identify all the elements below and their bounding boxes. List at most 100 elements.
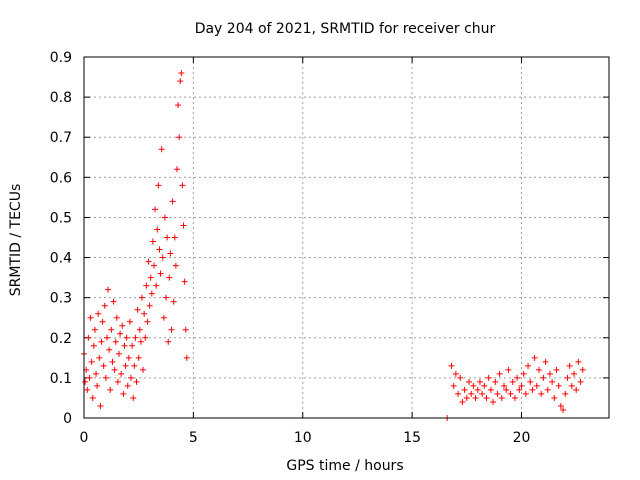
data-point	[142, 334, 149, 341]
data-point	[566, 362, 573, 369]
data-point	[509, 378, 516, 385]
data-point	[476, 378, 483, 385]
data-point	[542, 358, 549, 365]
data-point	[109, 358, 116, 365]
data-point	[536, 366, 542, 373]
data-point	[123, 334, 130, 341]
data-point	[113, 314, 120, 321]
data-point	[120, 390, 127, 397]
data-point	[137, 338, 144, 345]
data-point	[149, 238, 156, 245]
data-point	[118, 370, 125, 377]
data-point	[125, 354, 132, 361]
data-point	[128, 374, 135, 381]
data-point	[448, 362, 455, 369]
data-point	[568, 382, 575, 389]
data-point	[82, 378, 89, 385]
y-tick-label: 0.7	[50, 130, 72, 146]
data-point	[93, 370, 100, 377]
data-point	[84, 386, 91, 393]
data-point	[161, 214, 168, 221]
tick-labels: 0 5 10 15 20 0 0.1 0.2 0.3 0.4 0.5 0.6 0.7 0.8 0.9	[50, 50, 531, 446]
data-point	[479, 390, 486, 397]
y-axis-label: SRMTID / TECUs	[8, 184, 24, 297]
data-point	[183, 354, 190, 361]
data-point	[540, 374, 547, 381]
data-point	[164, 234, 171, 241]
data-point	[490, 398, 497, 405]
data-point	[520, 370, 527, 377]
data-point	[99, 318, 106, 325]
data-point	[544, 386, 551, 393]
y-tick-label: 0.5	[50, 210, 72, 226]
data-point	[106, 346, 113, 353]
data-point	[492, 378, 499, 385]
data-point	[487, 386, 494, 393]
data-point	[178, 70, 185, 77]
data-point	[457, 374, 464, 381]
data-point	[527, 378, 534, 385]
data-point	[538, 390, 545, 397]
data-point	[160, 314, 167, 321]
data-point	[459, 398, 466, 405]
data-point	[176, 134, 183, 141]
x-tick-label: 15	[403, 430, 421, 446]
plot-frame	[83, 56, 610, 419]
data-point	[88, 358, 95, 365]
data-point	[503, 386, 510, 393]
data-point	[514, 374, 521, 381]
data-point	[146, 302, 153, 309]
y-tick-label: 0.9	[50, 50, 72, 66]
data-point	[505, 366, 512, 373]
data-point	[522, 390, 529, 397]
data-point	[107, 386, 114, 393]
data-point	[173, 166, 180, 173]
data-point	[155, 182, 162, 189]
data-point	[119, 322, 126, 329]
data-point	[571, 370, 577, 377]
x-tick-label: 10	[294, 430, 312, 446]
data-point	[481, 382, 488, 389]
data-point	[551, 394, 558, 401]
data-point	[103, 334, 110, 341]
data-point	[472, 394, 479, 401]
x-tick-label: 5	[189, 430, 198, 446]
data-points	[81, 70, 586, 421]
data-point	[533, 382, 540, 389]
data-point	[148, 290, 155, 297]
data-point	[141, 310, 148, 317]
data-point	[158, 146, 165, 153]
data-point	[87, 314, 94, 321]
data-point	[151, 262, 157, 269]
data-point	[452, 370, 459, 377]
data-point	[90, 342, 97, 349]
data-point	[116, 350, 122, 357]
grid-lines	[84, 57, 609, 418]
data-point	[135, 354, 142, 361]
data-point	[507, 390, 514, 397]
data-point	[496, 370, 503, 377]
x-axis-label: GPS time / hours	[286, 458, 403, 474]
data-point	[111, 366, 118, 373]
data-point	[166, 274, 173, 281]
y-tick-label: 0.3	[50, 291, 72, 307]
data-point	[455, 390, 462, 397]
data-point	[562, 390, 569, 397]
y-tick-label: 0.2	[50, 331, 72, 347]
data-point	[474, 386, 481, 393]
data-point	[96, 354, 103, 361]
chart-title: Day 204 of 2021, SRMTID for receiver chu…	[195, 21, 496, 37]
data-point	[114, 378, 121, 385]
data-point	[85, 334, 92, 341]
data-point	[95, 310, 102, 317]
data-point	[172, 262, 179, 269]
data-point	[147, 274, 154, 281]
data-point	[108, 326, 115, 333]
data-point	[154, 226, 161, 233]
data-point	[470, 382, 477, 389]
data-point	[145, 258, 152, 265]
data-point	[131, 362, 138, 369]
data-point	[157, 270, 164, 277]
axis-ticks	[83, 56, 609, 419]
